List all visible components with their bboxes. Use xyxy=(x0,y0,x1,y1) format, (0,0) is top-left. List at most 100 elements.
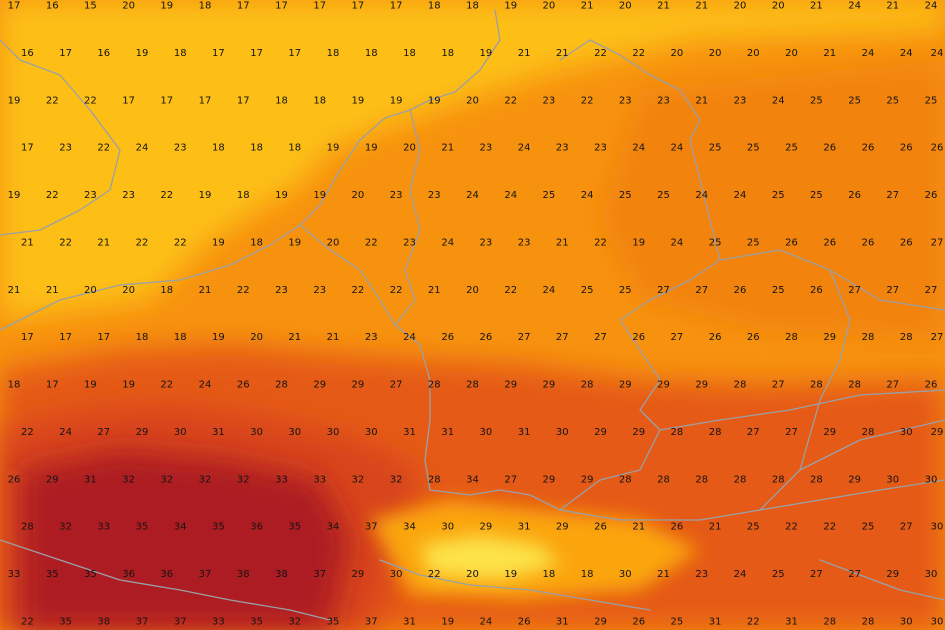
temperature-label: 24 xyxy=(466,190,479,201)
temperature-label: 22 xyxy=(428,569,441,580)
temperature-label: 27 xyxy=(556,332,569,343)
temperature-label: 20 xyxy=(785,48,798,59)
temperature-label: 28 xyxy=(862,427,875,438)
temperature-label: 28 xyxy=(275,380,288,391)
temperature-label: 25 xyxy=(862,522,875,533)
temperature-label: 21 xyxy=(823,48,836,59)
temperature-label: 27 xyxy=(925,285,938,296)
temperature-label: 29 xyxy=(581,474,594,485)
temperature-label: 38 xyxy=(275,569,288,580)
temperature-label: 24 xyxy=(441,237,454,248)
temperature-label: 19 xyxy=(275,190,288,201)
temperature-label: 18 xyxy=(212,143,225,154)
temperature-label: 25 xyxy=(543,190,556,201)
temperature-label: 18 xyxy=(174,332,187,343)
temperature-label: 22 xyxy=(504,95,517,106)
temperature-label: 30 xyxy=(619,569,632,580)
temperature-label: 30 xyxy=(925,569,938,580)
temperature-label: 20 xyxy=(466,285,479,296)
temperature-label: 19 xyxy=(212,332,225,343)
temperature-label: 17 xyxy=(59,48,72,59)
temperature-label: 21 xyxy=(21,237,34,248)
temperature-label: 27 xyxy=(886,380,899,391)
temperature-label: 31 xyxy=(518,427,531,438)
border-de-west xyxy=(394,109,421,326)
temperature-label: 21 xyxy=(97,237,110,248)
temperature-label: 18 xyxy=(250,143,263,154)
temperature-label: 32 xyxy=(199,474,212,485)
temperature-label: 25 xyxy=(619,285,632,296)
coastline-benelux xyxy=(319,109,411,206)
temperature-label: 27 xyxy=(594,332,607,343)
temperature-label: 30 xyxy=(327,427,340,438)
temperature-label: 26 xyxy=(518,617,531,628)
temperature-label: 19 xyxy=(480,48,493,59)
temperature-label: 37 xyxy=(199,569,212,580)
temperature-label: 25 xyxy=(886,95,899,106)
temperature-label: 23 xyxy=(480,237,493,248)
temperature-label: 25 xyxy=(848,95,861,106)
temperature-label: 27 xyxy=(900,522,913,533)
temperature-label: 15 xyxy=(84,1,97,12)
temperature-label: 21 xyxy=(810,1,823,12)
temperature-label: 20 xyxy=(671,48,684,59)
temperature-label: 23 xyxy=(313,285,326,296)
temperature-label: 24 xyxy=(480,617,493,628)
temperature-label: 30 xyxy=(288,427,301,438)
temperature-label: 32 xyxy=(122,474,135,485)
temperature-label: 28 xyxy=(428,474,441,485)
temperature-label: 17 xyxy=(122,95,135,106)
temperature-label: 26 xyxy=(900,143,913,154)
temperature-label: 20 xyxy=(466,95,479,106)
temperature-label: 23 xyxy=(594,143,607,154)
temperature-label: 27 xyxy=(657,285,670,296)
border-alps-south xyxy=(659,389,945,431)
temperature-label: 28 xyxy=(862,332,875,343)
temperature-label: 25 xyxy=(810,95,823,106)
temperature-label: 29 xyxy=(136,427,149,438)
temperature-label: 17 xyxy=(237,1,250,12)
temperature-label: 26 xyxy=(237,380,250,391)
temperature-label: 22 xyxy=(21,617,34,628)
temperature-label: 17 xyxy=(250,48,263,59)
temperature-label: 24 xyxy=(772,95,785,106)
temperature-label: 24 xyxy=(671,237,684,248)
temperature-label: 25 xyxy=(657,190,670,201)
temperature-label: 18 xyxy=(543,569,556,580)
temperature-label: 27 xyxy=(390,380,403,391)
temperature-label: 21 xyxy=(288,332,301,343)
temperature-label: 18 xyxy=(237,190,250,201)
temperature-label: 26 xyxy=(709,332,722,343)
temperature-label: 20 xyxy=(619,1,632,12)
temperature-label: 22 xyxy=(97,143,110,154)
temperature-label: 33 xyxy=(8,569,21,580)
temperature-label: 29 xyxy=(556,522,569,533)
temperature-label: 23 xyxy=(543,95,556,106)
temperature-label: 36 xyxy=(250,522,263,533)
temperature-label: 29 xyxy=(543,474,556,485)
temperature-label: 17 xyxy=(21,332,34,343)
temperature-label: 25 xyxy=(772,285,785,296)
temperature-label: 29 xyxy=(46,474,59,485)
temperature-label: 24 xyxy=(848,1,861,12)
temperature-label: 25 xyxy=(671,617,684,628)
temperature-label: 20 xyxy=(84,285,97,296)
temperature-label: 17 xyxy=(237,95,250,106)
temperature-label: 22 xyxy=(136,237,149,248)
temperature-label: 17 xyxy=(275,1,288,12)
temperature-label: 28 xyxy=(734,474,747,485)
temperature-label: 28 xyxy=(428,380,441,391)
temperature-label: 28 xyxy=(772,474,785,485)
temperature-label: 19 xyxy=(8,95,21,106)
temperature-label: 26 xyxy=(671,522,684,533)
temperature-label: 30 xyxy=(365,427,378,438)
temperature-label: 22 xyxy=(46,95,59,106)
temperature-label: 21 xyxy=(632,522,645,533)
temperature-label: 25 xyxy=(747,237,760,248)
temperature-label: 34 xyxy=(174,522,187,533)
temperature-label: 20 xyxy=(327,237,340,248)
temperature-label: 20 xyxy=(250,332,263,343)
temperature-label: 25 xyxy=(925,95,938,106)
temperature-label: 28 xyxy=(619,474,632,485)
